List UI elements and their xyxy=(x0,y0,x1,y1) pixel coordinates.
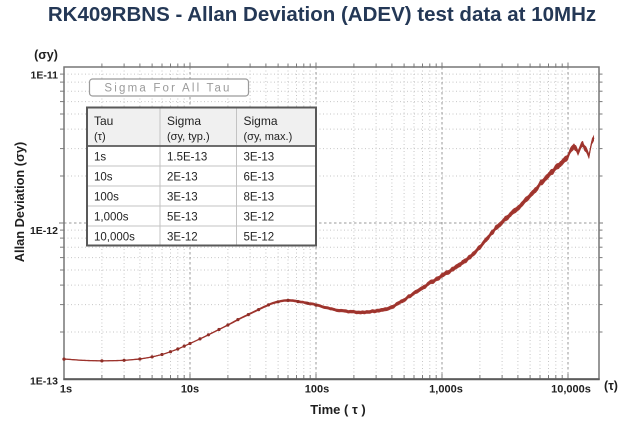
svg-text:1,000s: 1,000s xyxy=(429,384,463,396)
svg-text:Sigma For All Tau: Sigma For All Tau xyxy=(104,83,231,95)
svg-text:Tau: Tau xyxy=(94,114,113,128)
svg-text:(σy): (σy) xyxy=(34,48,58,62)
svg-text:100s: 100s xyxy=(305,384,329,396)
svg-text:2E-13: 2E-13 xyxy=(167,172,198,184)
svg-text:5E-13: 5E-13 xyxy=(167,212,198,224)
svg-text:10,000s: 10,000s xyxy=(551,384,591,396)
svg-text:1,000s: 1,000s xyxy=(94,212,129,224)
svg-text:8E-13: 8E-13 xyxy=(244,192,275,204)
svg-text:5E-12: 5E-12 xyxy=(244,232,275,244)
svg-text:3E-12: 3E-12 xyxy=(244,212,275,224)
svg-text:1.5E-13: 1.5E-13 xyxy=(167,152,207,164)
svg-text:1s: 1s xyxy=(60,384,72,396)
svg-text:(σy, typ.): (σy, typ.) xyxy=(167,131,210,143)
svg-text:Allan Deviation (σy): Allan Deviation (σy) xyxy=(12,142,27,262)
svg-text:1E-13: 1E-13 xyxy=(30,376,58,388)
svg-text:(τ): (τ) xyxy=(604,379,618,393)
svg-text:Sigma: Sigma xyxy=(244,114,278,128)
svg-text:RK409RBNS - Allan Deviation (A: RK409RBNS - Allan Deviation (ADEV) test … xyxy=(48,3,596,26)
svg-text:Time ( τ ): Time ( τ ) xyxy=(310,402,365,417)
svg-text:10,000s: 10,000s xyxy=(94,232,135,244)
svg-text:1s: 1s xyxy=(94,152,106,164)
svg-text:10s: 10s xyxy=(181,384,199,396)
svg-text:3E-13: 3E-13 xyxy=(167,192,198,204)
svg-text:Sigma: Sigma xyxy=(167,114,201,128)
svg-text:3E-13: 3E-13 xyxy=(244,152,275,164)
svg-text:100s: 100s xyxy=(94,192,119,204)
svg-text:1E-11: 1E-11 xyxy=(31,70,59,82)
svg-text:1E-12: 1E-12 xyxy=(30,225,58,237)
svg-text:(σy, max.): (σy, max.) xyxy=(244,131,293,143)
svg-text:(τ): (τ) xyxy=(94,131,106,143)
svg-text:3E-12: 3E-12 xyxy=(167,232,198,244)
svg-text:10s: 10s xyxy=(94,172,113,184)
svg-text:6E-13: 6E-13 xyxy=(244,172,275,184)
